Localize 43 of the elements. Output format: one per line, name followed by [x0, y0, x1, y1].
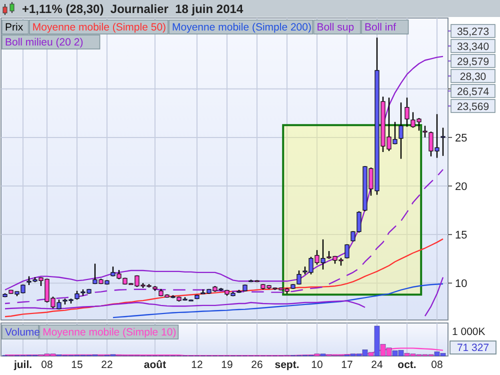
series-label: Volume [5, 326, 40, 338]
line-series [4, 168, 444, 304]
x-tick-label: 19 [221, 359, 233, 371]
text: 1 000K [452, 326, 486, 338]
series-label: Moyenne mobile (Simple 10) [42, 326, 176, 338]
x-tick-label: 22 [101, 359, 113, 371]
x-tick-label: juil. [12, 359, 32, 371]
candlestick [422, 125, 428, 138]
text: 26,574 [456, 86, 490, 98]
line-series [4, 238, 444, 318]
x-tick-label: 17 [341, 359, 353, 371]
text: Prix [5, 22, 24, 34]
text: 23,569 [456, 101, 490, 113]
x-tick-label: 12 [191, 359, 203, 371]
text: Boll sup [316, 22, 354, 34]
x-tick-label: 08 [431, 359, 443, 371]
y-tick-label: 10 [455, 278, 468, 290]
x-tick-label: 26 [251, 359, 263, 371]
x-tick-label: oct. [398, 359, 416, 371]
y-tick-label: 15 [455, 230, 468, 242]
x-tick-label: 08 [41, 359, 53, 371]
candlestick [440, 127, 446, 156]
y-tick-label: 20 [455, 180, 468, 193]
text: Moyenne mobile (Simple 200) [172, 22, 312, 34]
text: 28,30 [460, 71, 486, 83]
x-tick-label: août [144, 359, 167, 371]
text: 29,579 [456, 56, 490, 68]
text: Moyenne mobile (Simple 50) [32, 22, 166, 34]
y-tick-label: 25 [455, 132, 468, 144]
x-tick-label: 15 [71, 359, 83, 371]
text: 33,340 [456, 41, 490, 53]
x-tick-label: sept. [274, 359, 300, 371]
candlestick [344, 244, 350, 259]
line-series [112, 283, 444, 318]
candlestick [398, 102, 404, 160]
x-tick-label: 24 [371, 359, 383, 371]
chart-title: +1,11% (28,30) Journalier 18 juin 2014 [22, 2, 244, 16]
text: Boll inf [364, 22, 396, 34]
text: 35,273 [456, 26, 490, 38]
text: Boll milieu (20 2) [5, 36, 84, 48]
candlestick [404, 97, 410, 128]
text: 71 327 [456, 342, 490, 354]
x-tick-label: 10 [311, 359, 323, 371]
